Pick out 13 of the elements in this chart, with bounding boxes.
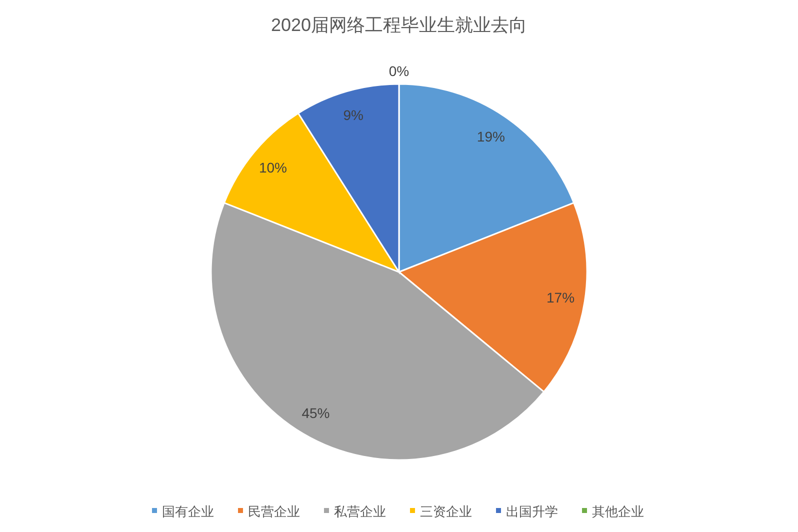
text: 0%: [388, 62, 410, 79]
data-label: 45%: [302, 404, 330, 421]
data-label: 9%: [343, 106, 364, 123]
chart-title: 2020届网络工程毕业生就业去向: [270, 15, 528, 35]
legend-label: 其他企业: [592, 504, 644, 519]
legend-label: 出国升学: [506, 504, 558, 519]
legend-label: 三资企业: [420, 504, 472, 519]
data-label: 17%: [546, 290, 575, 306]
legend-label: 私营企业: [334, 504, 386, 519]
data-label: 19%: [476, 128, 505, 145]
data-label: 10%: [258, 160, 287, 176]
legend-label: 民营企业: [248, 504, 300, 519]
legend-label: 国有企业: [162, 504, 214, 519]
